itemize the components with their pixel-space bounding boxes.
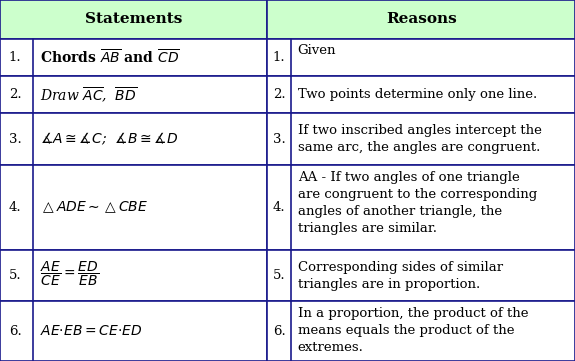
Text: In a proportion, the product of the
means equals the product of the
extremes.: In a proportion, the product of the mean… [298,307,528,354]
Text: AA - If two angles of one triangle
are congruent to the corresponding
angles of : AA - If two angles of one triangle are c… [298,171,537,235]
Text: $\measuredangle A \cong \measuredangle C$;  $\measuredangle B \cong \measuredang: $\measuredangle A \cong \measuredangle C… [40,131,178,147]
Bar [0,76,267,113]
Text: Chords $\overline{AB}$ and $\overline{CD}$: Chords $\overline{AB}$ and $\overline{CD… [40,48,180,67]
Text: 6.: 6. [9,325,21,338]
Bar [267,76,575,113]
Bar [267,39,575,76]
Text: 3.: 3. [9,133,21,146]
Text: 6.: 6. [273,325,285,338]
Text: Reasons: Reasons [386,13,457,26]
Text: 2.: 2. [273,88,285,101]
Text: 5.: 5. [9,269,21,282]
Bar [0,0,267,39]
Text: $\triangle ADE \sim \triangle CBE$: $\triangle ADE \sim \triangle CBE$ [40,200,148,216]
Text: $\dfrac{AE}{CE} = \dfrac{ED}{EB}$: $\dfrac{AE}{CE} = \dfrac{ED}{EB}$ [40,260,99,288]
Text: Two points determine only one line.: Two points determine only one line. [298,88,537,101]
Text: Given: Given [298,44,336,57]
Bar [0,301,267,361]
Text: 1.: 1. [273,51,285,64]
Bar [267,113,575,165]
Text: 4.: 4. [273,201,285,214]
Text: Statements: Statements [85,13,182,26]
Bar [0,165,267,250]
Text: 3.: 3. [273,133,285,146]
Bar [0,113,267,165]
Bar [0,250,267,301]
Text: 1.: 1. [9,51,21,64]
Text: 5.: 5. [273,269,285,282]
Bar [267,165,575,250]
Bar [267,301,575,361]
Text: Draw $\overline{AC}$,  $\overline{BD}$: Draw $\overline{AC}$, $\overline{BD}$ [40,85,137,104]
Bar [267,0,575,39]
Text: Corresponding sides of similar
triangles are in proportion.: Corresponding sides of similar triangles… [298,261,503,291]
Text: If two inscribed angles intercept the
same arc, the angles are congruent.: If two inscribed angles intercept the sa… [298,124,542,154]
Text: $AE{\cdot}EB = CE{\cdot}ED$: $AE{\cdot}EB = CE{\cdot}ED$ [40,324,143,338]
Bar [267,250,575,301]
Text: 2.: 2. [9,88,21,101]
Text: 4.: 4. [9,201,21,214]
Bar [0,39,267,76]
